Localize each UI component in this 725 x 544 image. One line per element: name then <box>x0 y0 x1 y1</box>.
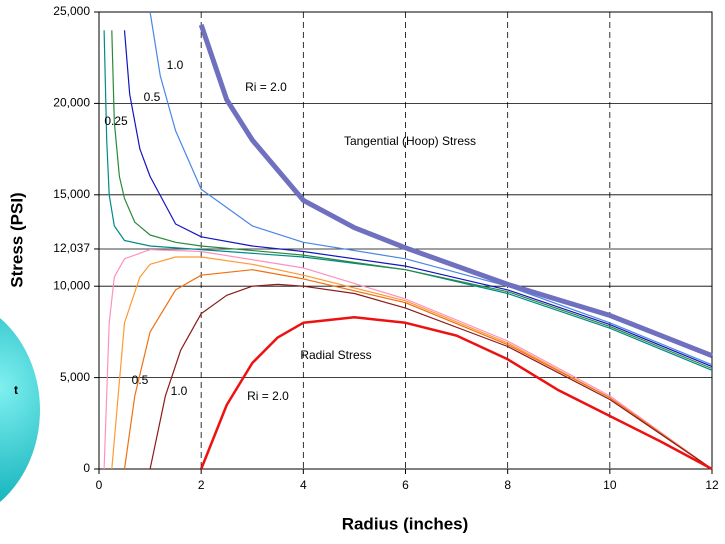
series-line <box>200 316 713 471</box>
y-tick-label: 25,000 <box>53 4 90 18</box>
y-tick-label: 0 <box>83 461 90 475</box>
series-line <box>149 283 713 470</box>
series-line <box>111 256 713 470</box>
x-axis-title: Radius (inches) <box>342 514 469 533</box>
figure-label: t <box>14 383 18 397</box>
series-line <box>123 269 713 470</box>
series-label: 0.5 <box>144 90 161 104</box>
x-tick-label: 8 <box>504 478 511 492</box>
series-line <box>149 11 713 366</box>
x-tick-label: 12 <box>705 478 719 492</box>
plot-frame <box>98 11 713 470</box>
series-label: 0.5 <box>132 373 149 387</box>
x-tick-label: 4 <box>300 478 307 492</box>
y-tick-label: 10,000 <box>53 278 90 292</box>
series-line <box>123 30 713 368</box>
series-line <box>103 249 713 470</box>
x-tick-label: 0 <box>96 478 103 492</box>
series-line <box>111 30 713 370</box>
y-tick-label: 20,000 <box>53 96 90 110</box>
annotation: Radial Stress <box>300 348 371 362</box>
series-line <box>103 30 713 371</box>
series-label: 1.0 <box>167 58 184 72</box>
series-label: 1.0 <box>171 384 188 398</box>
series-label: Ri = 2.0 <box>245 80 287 94</box>
y-axis-title: Stress (PSI) <box>7 192 26 287</box>
cylinder-figure <box>0 318 40 502</box>
x-tick-label: 6 <box>402 478 409 492</box>
x-tick-label: 10 <box>603 478 617 492</box>
series-label: Ri = 2.0 <box>247 389 289 403</box>
x-tick-label: 2 <box>198 478 205 492</box>
series-line <box>198 23 713 359</box>
series-label: 0.25 <box>104 114 128 128</box>
annotation: Tangential (Hoop) Stress <box>344 134 476 148</box>
y-tick-label: 12,037 <box>53 241 90 255</box>
y-tick-label: 15,000 <box>53 187 90 201</box>
y-tick-label: 5,000 <box>60 370 90 384</box>
